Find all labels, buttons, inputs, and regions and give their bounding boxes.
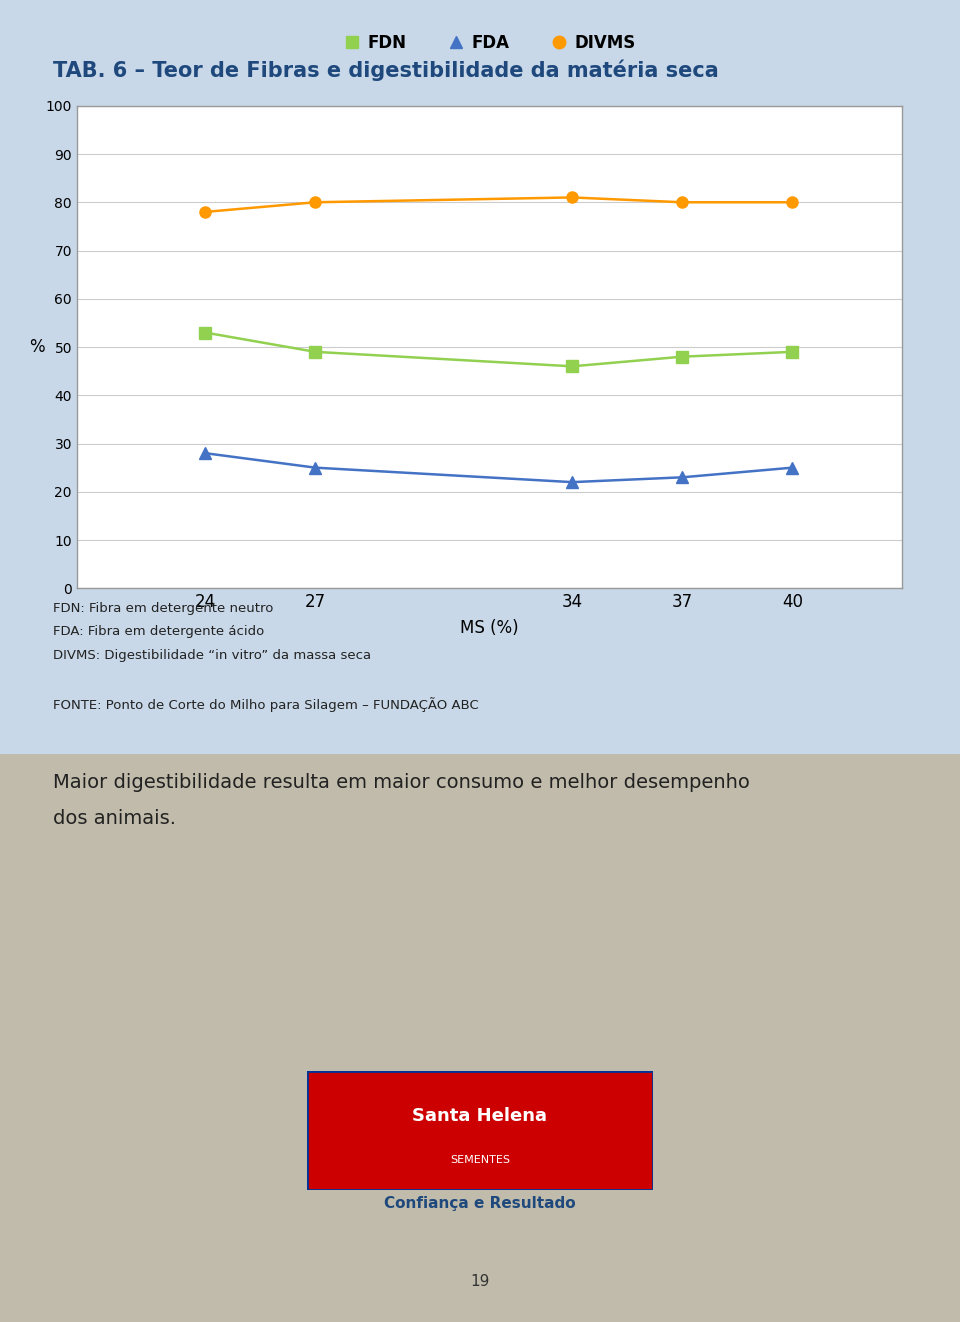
Text: dos animais.: dos animais. [53, 809, 176, 828]
Text: DIVMS: Digestibilidade “in vitro” da massa seca: DIVMS: Digestibilidade “in vitro” da mas… [53, 649, 371, 662]
Y-axis label: %: % [30, 338, 45, 356]
Text: Confiança e Resultado: Confiança e Resultado [384, 1196, 576, 1211]
Text: FDA: Fibra em detergente ácido: FDA: Fibra em detergente ácido [53, 625, 264, 639]
Text: 19: 19 [470, 1274, 490, 1289]
Text: Santa Helena: Santa Helena [413, 1107, 547, 1125]
Text: TAB. 6 – Teor de Fibras e digestibilidade da matéria seca: TAB. 6 – Teor de Fibras e digestibilidad… [53, 59, 718, 81]
Legend: FDN, FDA, DIVMS: FDN, FDA, DIVMS [337, 28, 642, 58]
Text: SEMENTES: SEMENTES [450, 1155, 510, 1165]
FancyBboxPatch shape [307, 1071, 653, 1190]
Text: Maior digestibilidade resulta em maior consumo e melhor desempenho: Maior digestibilidade resulta em maior c… [53, 773, 750, 792]
X-axis label: MS (%): MS (%) [460, 620, 519, 637]
Text: FDN: Fibra em detergente neutro: FDN: Fibra em detergente neutro [53, 602, 274, 615]
Text: FONTE: Ponto de Corte do Milho para Silagem – FUNDAÇÃO ABC: FONTE: Ponto de Corte do Milho para Sila… [53, 697, 478, 711]
